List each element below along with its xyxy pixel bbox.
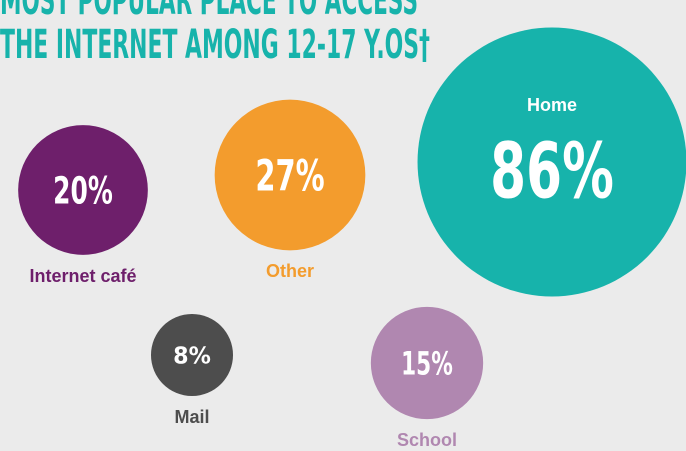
bubble [370, 306, 484, 420]
bubble [214, 99, 366, 251]
category-label: Mail [174, 407, 210, 427]
category-label: Home [526, 95, 577, 115]
value-label: 86% [490, 128, 614, 217]
value-label: 20% [53, 169, 113, 212]
chart-title: THE INTERNET AMONG 12-17 Y.OS† [0, 22, 430, 68]
bubble [18, 125, 148, 255]
bubble [150, 313, 234, 397]
value-label: 15% [401, 345, 453, 383]
value-label: 27% [255, 151, 324, 201]
value-label: 8% [173, 341, 211, 369]
bubble [417, 27, 686, 297]
category-label: School [396, 430, 457, 451]
category-label: Internet café [29, 265, 137, 286]
category-label: Other [265, 261, 314, 282]
chart-title: MOST POPULAR PLACE TO ACCESS [0, 0, 418, 24]
